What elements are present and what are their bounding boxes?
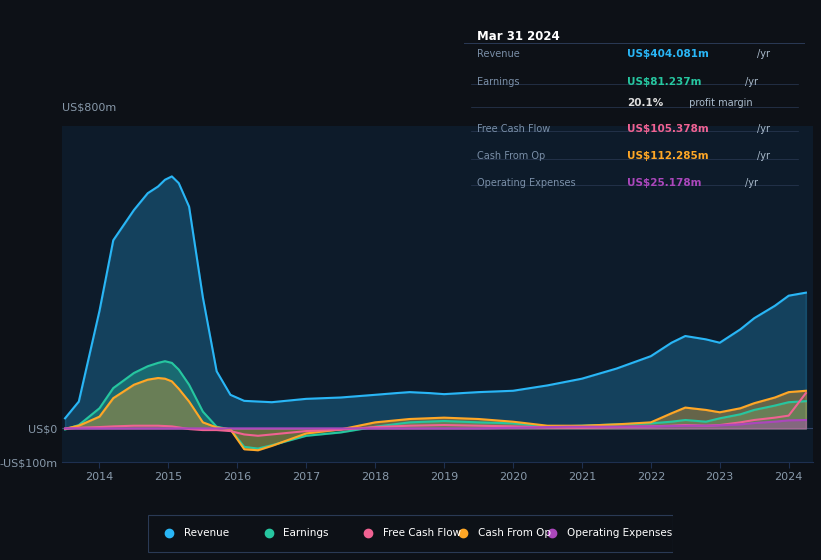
Text: US$81.237m: US$81.237m bbox=[627, 77, 702, 87]
Text: Operating Expenses: Operating Expenses bbox=[567, 528, 672, 538]
Text: US$105.378m: US$105.378m bbox=[627, 124, 709, 134]
Text: US$25.178m: US$25.178m bbox=[627, 179, 702, 189]
Text: US$800m: US$800m bbox=[62, 102, 116, 113]
Text: Cash From Op: Cash From Op bbox=[478, 151, 546, 161]
Text: Revenue: Revenue bbox=[478, 49, 521, 59]
Text: 20.1%: 20.1% bbox=[627, 97, 663, 108]
Text: US$404.081m: US$404.081m bbox=[627, 49, 709, 59]
Text: Earnings: Earnings bbox=[478, 77, 520, 87]
Text: profit margin: profit margin bbox=[686, 97, 753, 108]
Text: Revenue: Revenue bbox=[184, 528, 228, 538]
Text: /yr: /yr bbox=[745, 179, 758, 189]
Text: Operating Expenses: Operating Expenses bbox=[478, 179, 576, 189]
Text: Free Cash Flow: Free Cash Flow bbox=[383, 528, 461, 538]
Text: /yr: /yr bbox=[757, 124, 770, 134]
Text: Earnings: Earnings bbox=[283, 528, 329, 538]
Text: /yr: /yr bbox=[757, 151, 770, 161]
Text: /yr: /yr bbox=[745, 77, 758, 87]
Text: US$112.285m: US$112.285m bbox=[627, 151, 709, 161]
Text: Cash From Op: Cash From Op bbox=[478, 528, 551, 538]
Text: Mar 31 2024: Mar 31 2024 bbox=[478, 30, 560, 44]
Text: Free Cash Flow: Free Cash Flow bbox=[478, 124, 551, 134]
Text: /yr: /yr bbox=[757, 49, 770, 59]
